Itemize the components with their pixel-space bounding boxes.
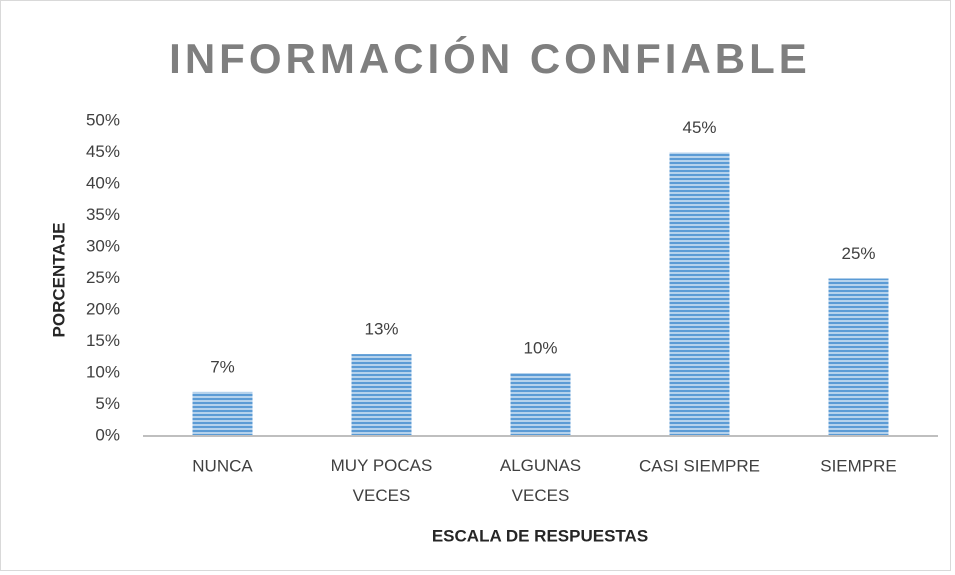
y-tick-label: 10% — [86, 362, 120, 381]
y-tick-label: 25% — [86, 268, 120, 287]
bar — [669, 152, 730, 436]
bar — [351, 354, 412, 436]
data-label: 45% — [682, 118, 716, 137]
y-tick-label: 30% — [86, 236, 120, 255]
data-label: 7% — [210, 357, 235, 376]
bar — [510, 373, 571, 436]
x-axis-title: ESCALA DE RESPUESTAS — [432, 526, 648, 545]
bar — [828, 278, 889, 436]
data-label: 13% — [364, 320, 398, 339]
x-tick-label: CASI SIEMPRE — [639, 456, 760, 475]
bar — [192, 391, 253, 436]
y-tick-label: 20% — [86, 299, 120, 318]
data-label: 25% — [841, 244, 875, 263]
y-axis-title: PORCENTAJE — [49, 223, 68, 338]
x-tick-label: ALGUNAS VECES — [500, 456, 581, 505]
y-tick-label: 45% — [86, 142, 120, 161]
chart-title: INFORMACIÓN CONFIABLE — [169, 34, 811, 82]
y-tick-label: 5% — [95, 394, 120, 413]
y-tick-label: 40% — [86, 173, 120, 192]
x-tick-label: MUY POCAS VECES — [331, 456, 433, 505]
y-tick-label: 15% — [86, 331, 120, 350]
x-tick-label: NUNCA — [192, 456, 253, 475]
data-label: 10% — [523, 338, 557, 357]
y-tick-label: 50% — [86, 110, 120, 129]
y-tick-label: 0% — [95, 425, 120, 444]
y-tick-label: 35% — [86, 205, 120, 224]
x-tick-label: SIEMPRE — [820, 456, 897, 475]
